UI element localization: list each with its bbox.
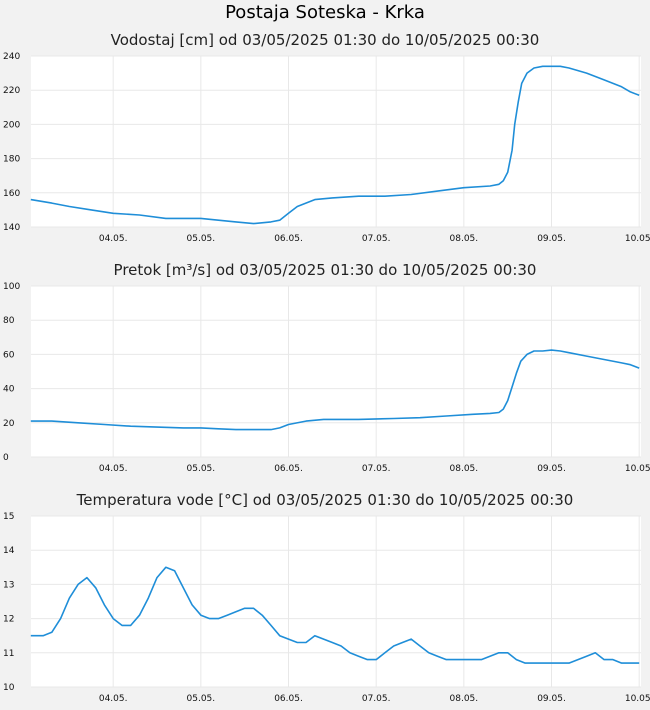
y-tick-label-temperatura: 11 (3, 649, 14, 659)
chart-vodostaj: 140 160 180 200 220 240 04.05. 05.05. 06.05. 07.0… (3, 52, 650, 244)
y-tick-label-pretok: 80 (3, 316, 15, 326)
plot-area-vodostaj (31, 56, 641, 227)
y-tick-label-vodostaj: 140 (3, 223, 20, 233)
x-tick-label-vodostaj: 06.05. (274, 234, 303, 244)
y-tick-label-vodostaj: 220 (3, 86, 20, 96)
chart-title-pretok: Pretok [m³/s] od 03/05/2025 01:30 do 10/… (113, 261, 537, 279)
y-tick-label-temperatura: 13 (3, 580, 14, 590)
x-tick-label-pretok: 07.05. (362, 464, 391, 474)
x-tick-label-pretok: 06.05. (274, 464, 303, 474)
y-tick-label-pretok: 40 (3, 385, 15, 395)
y-tick-label-temperatura: 14 (3, 546, 15, 556)
plot-area-temperatura (31, 516, 641, 687)
x-tick-label-pretok: 05.05. (187, 464, 216, 474)
y-tick-label-vodostaj: 180 (3, 155, 20, 165)
x-tick-label-pretok: 10.05. (625, 464, 650, 474)
y-tick-label-pretok: 0 (3, 453, 9, 463)
x-tick-label-temperatura: 08.05. (450, 694, 479, 704)
chart-title-temperatura: Temperatura vode [°C] od 03/05/2025 01:3… (76, 491, 574, 509)
series-line-vodostaj (30, 65, 640, 225)
y-tick-label-pretok: 20 (3, 419, 15, 429)
plot-area-pretok (31, 286, 641, 457)
x-tick-label-pretok: 08.05. (450, 464, 479, 474)
y-tick-label-temperatura: 12 (3, 615, 14, 625)
y-tick-label-vodostaj: 240 (3, 52, 20, 62)
y-tick-label-vodostaj: 200 (3, 120, 20, 130)
chart-title-vodostaj: Vodostaj [cm] od 03/05/2025 01:30 do 10/… (110, 31, 540, 49)
x-tick-label-temperatura: 10.05. (625, 694, 650, 704)
y-tick-label-temperatura: 15 (3, 512, 14, 522)
x-tick-label-vodostaj: 09.05. (537, 234, 566, 244)
x-tick-label-temperatura: 05.05. (187, 694, 216, 704)
y-tick-label-pretok: 100 (3, 282, 20, 292)
chart-pretok: 0 20 40 60 80 100 04.05. 05.05. 06.05. 07.05. 08.0… (3, 282, 650, 474)
x-tick-label-temperatura: 07.05. (362, 694, 391, 704)
x-tick-label-vodostaj: 05.05. (187, 234, 216, 244)
y-tick-label-temperatura: 10 (3, 683, 15, 693)
series-line-temperatura (30, 566, 640, 664)
x-tick-label-vodostaj: 10.05. (625, 234, 650, 244)
x-tick-label-vodostaj: 04.05. (99, 234, 128, 244)
y-tick-label-pretok: 60 (3, 350, 15, 360)
x-tick-label-temperatura: 06.05. (274, 694, 303, 704)
x-tick-label-vodostaj: 07.05. (362, 234, 391, 244)
x-tick-label-pretok: 09.05. (537, 464, 566, 474)
x-tick-label-vodostaj: 08.05. (450, 234, 479, 244)
x-tick-label-temperatura: 09.05. (537, 694, 566, 704)
series-line-pretok (30, 349, 640, 431)
x-tick-label-temperatura: 04.05. (99, 694, 128, 704)
page-title: Postaja Soteska - Krka (225, 2, 425, 23)
x-tick-label-pretok: 04.05. (99, 464, 128, 474)
y-tick-label-vodostaj: 160 (3, 189, 20, 199)
